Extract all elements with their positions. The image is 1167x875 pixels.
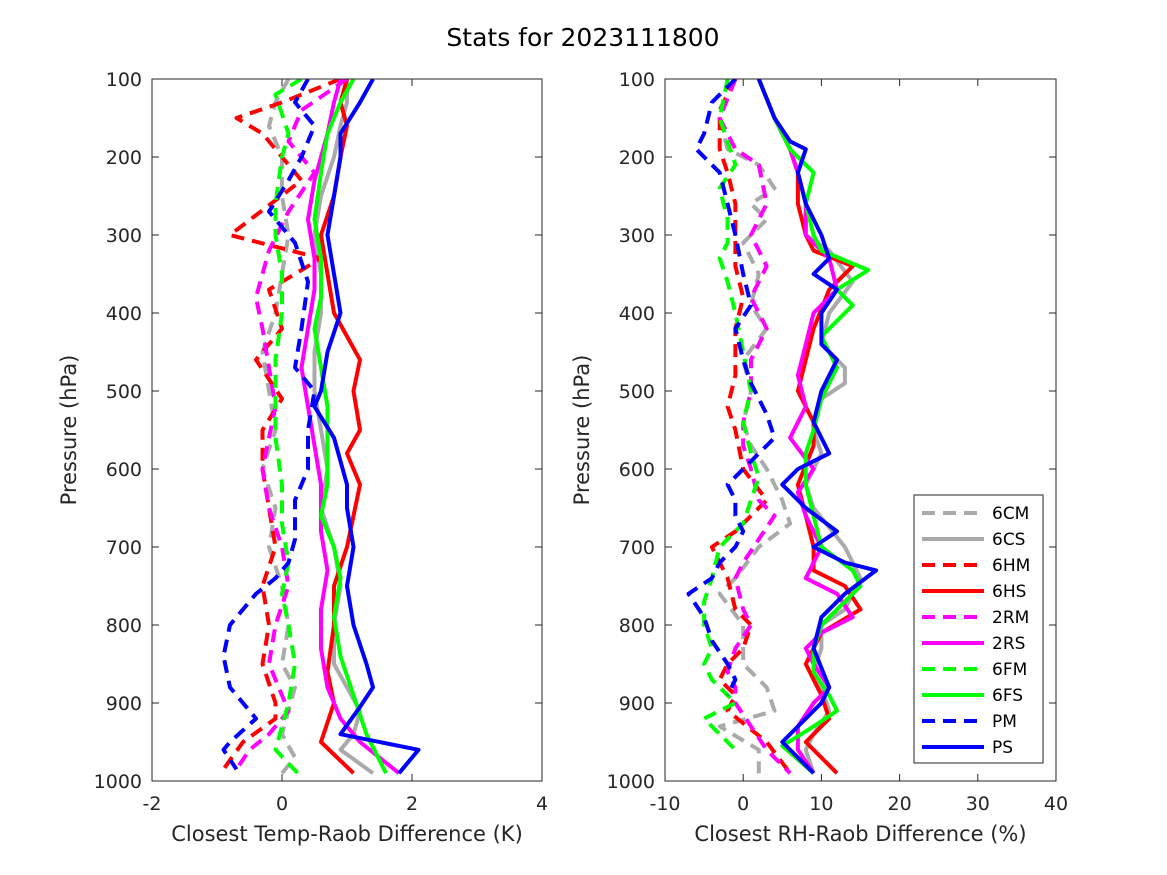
legend-label-6cs: 6CS [992,530,1025,550]
rh-y-tick-label: 1000 [607,771,655,793]
legend-label-6hs: 6HS [992,582,1026,602]
temperature-panel: -2 0 2 4 100 200 300 400 500 600 700 800 900 1000 Clos… [57,69,548,846]
rh-x-tick-label: 20 [888,793,912,815]
rh-y-tick-label: 300 [619,225,655,247]
legend-label-2rm: 2RM [992,608,1029,628]
temp-y-tick-label: 100 [106,69,142,91]
rh-x-tick-label: 40 [1044,793,1068,815]
legend-label-pm: PM [992,712,1017,732]
legend-label-6fs: 6FS [992,686,1023,706]
figure-title: Stats for 2023111800 [446,23,719,52]
rh-x-axis-label: Closest RH-Raob Difference (%) [694,822,1026,846]
temp-series-6fm [273,79,303,779]
rh-x-tick-label: 10 [809,793,833,815]
rh-y-tick-label: 900 [619,693,655,715]
rh-series-6fs [756,79,871,775]
temp-x-tick-label: 2 [406,793,418,815]
temp-series-6cm [260,79,297,775]
temp-y-tick-label: 700 [106,537,142,559]
rh-x-tick-label: 0 [737,793,749,815]
legend-label-2rs: 2RS [992,634,1025,654]
rh-y-axis-label: Pressure (hPa) [570,355,594,506]
temp-series-2rs [299,79,401,775]
humidity-panel: -10 0 10 20 30 40 100 200 300 400 500 600 700 800 900 1… [570,69,1068,846]
temp-y-tick-label: 800 [106,615,142,637]
rh-y-tick-label: 700 [619,537,655,559]
temp-y-tick-label: 400 [106,303,142,325]
rh-y-tick-label: 500 [619,381,655,403]
rh-y-tick-label: 600 [619,459,655,481]
rh-series-6fm [702,79,761,752]
temp-axes-box [151,78,543,782]
temp-x-axis-label: Closest Temp-Raob Difference (K) [171,822,523,846]
temp-series-ps [312,79,421,775]
rh-y-tick-label: 800 [619,615,655,637]
rh-series-ps [756,79,879,775]
temp-y-tick-label: 500 [106,381,142,403]
temp-x-tick-label: -2 [143,793,162,815]
rh-x-tick-label: 30 [966,793,990,815]
rh-y-tick-label: 200 [619,147,655,169]
rh-x-tick-label: -10 [649,793,680,815]
legend-label-6hm: 6HM [992,556,1030,576]
legend-label-ps: PS [992,738,1013,758]
rh-series-6hs [756,79,863,775]
rh-series-group [686,79,879,775]
temp-series-pm [221,79,317,771]
temp-y-axis-label: Pressure (hPa) [57,355,81,506]
temp-series-2rm [234,79,349,771]
rh-axes-box [664,78,1057,782]
legend-label-6cm: 6CM [992,504,1029,524]
temp-y-tick-label: 600 [106,459,142,481]
rh-series-6cm [717,79,793,774]
temp-series-group [221,79,421,779]
temp-y-tick-label: 200 [106,147,142,169]
temp-x-tick-label: 0 [276,793,288,815]
legend: 6CM 6CS 6HM 6HS 2RM 2RS 6FM 6FS PM PS [913,494,1044,764]
legend-label-6fm: 6FM [992,660,1027,680]
rh-y-tick-label: 400 [619,303,655,325]
rh-y-tick-label: 100 [619,69,655,91]
temp-y-tick-label: 300 [106,225,142,247]
temp-y-tick-label: 900 [106,693,142,715]
temp-x-tick-label: 4 [536,793,548,815]
rh-series-pm [686,79,777,697]
temp-y-tick-label: 1000 [94,771,142,793]
